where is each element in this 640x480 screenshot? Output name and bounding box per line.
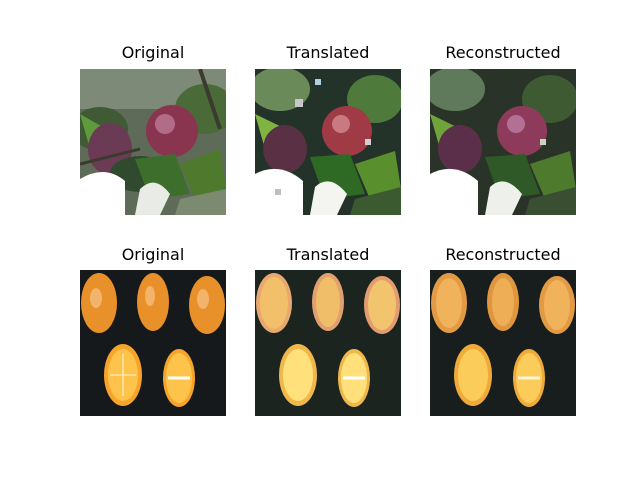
row2-translated-image	[255, 270, 401, 416]
row1-translated-image	[255, 69, 401, 215]
row1-translated-title: Translated	[286, 43, 370, 62]
row2-original-image	[80, 270, 226, 416]
row1-original-image	[80, 69, 226, 215]
row2-reconstructed-title: Reconstructed	[445, 245, 561, 264]
row2-original-title: Original	[121, 245, 185, 264]
row2-translated-title: Translated	[286, 245, 370, 264]
row1-original-title: Original	[121, 43, 185, 62]
row1-reconstructed-image	[430, 69, 576, 215]
row1-reconstructed-title: Reconstructed	[445, 43, 561, 62]
row2-reconstructed-image	[430, 270, 576, 416]
